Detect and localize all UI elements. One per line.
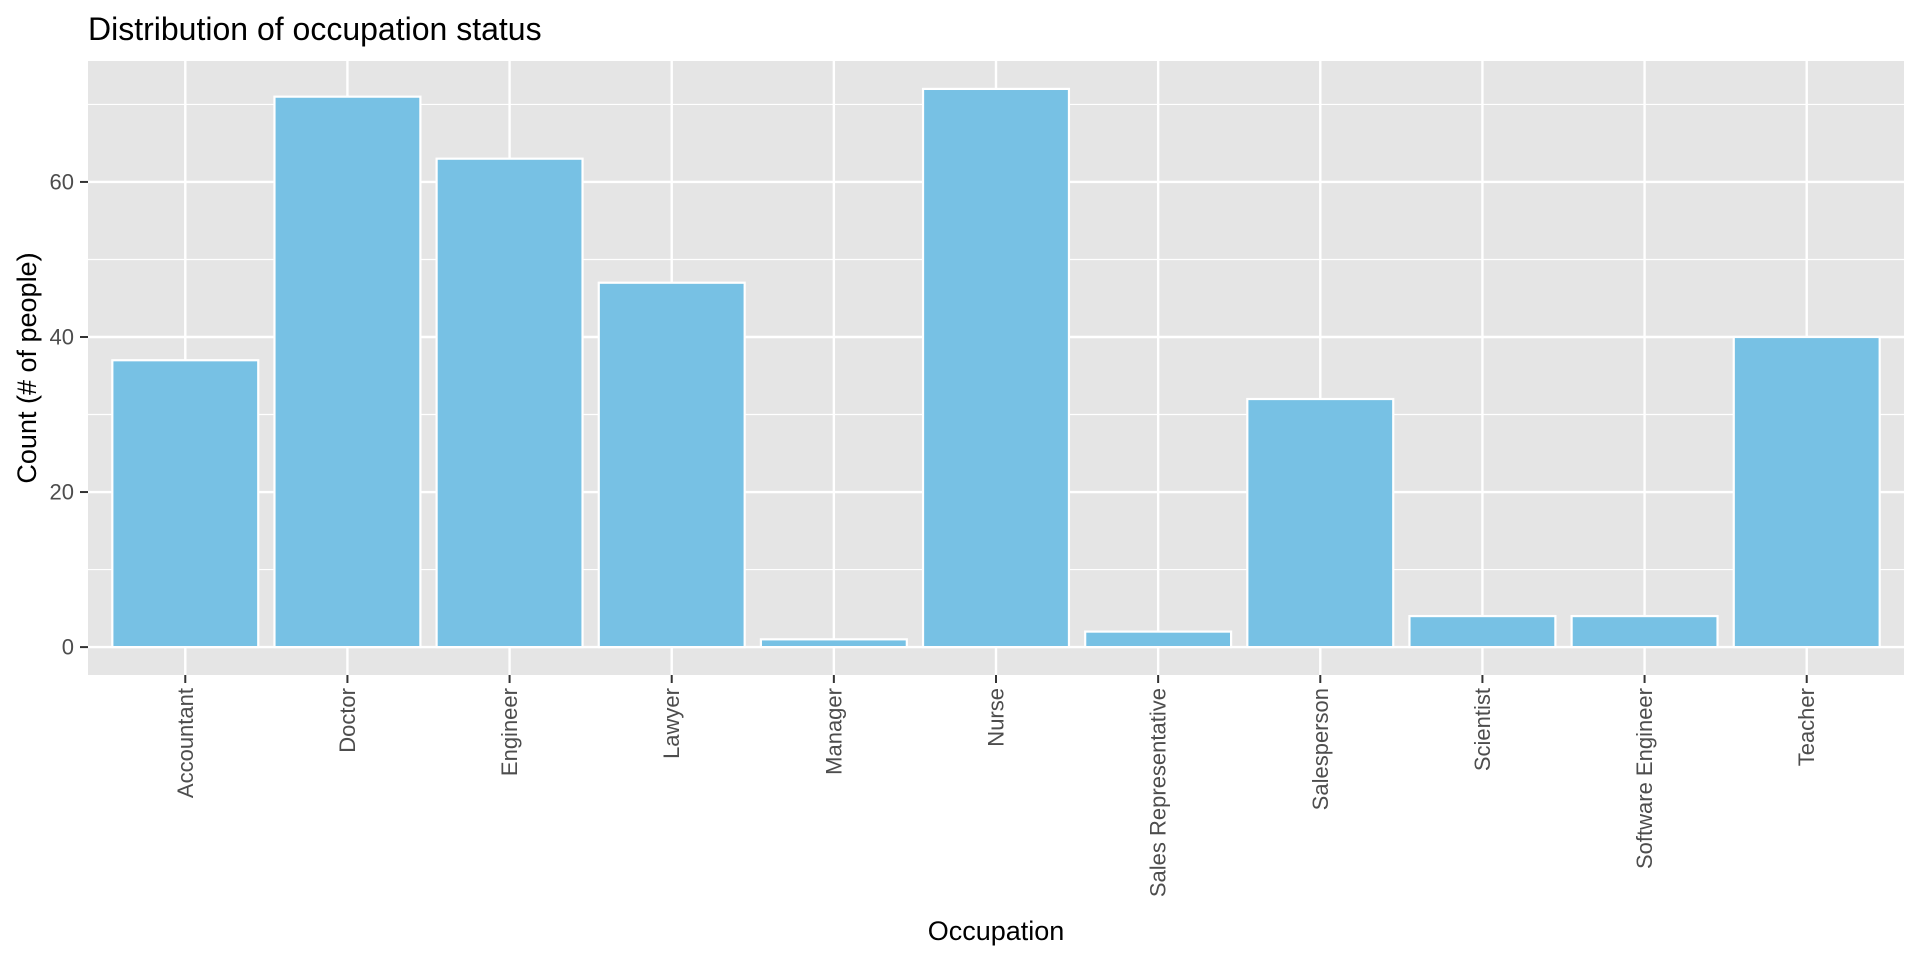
y-tick-label: 0 (62, 635, 74, 660)
x-tick-label: Accountant (173, 688, 198, 798)
y-tick-label: 60 (50, 169, 74, 194)
x-tick-label: Nurse (984, 688, 1009, 747)
y-tick-label: 20 (50, 480, 74, 505)
x-tick-label: Salesperson (1308, 688, 1333, 810)
bar-nurse (921, 87, 1071, 649)
bar-salesperson (1246, 397, 1395, 649)
bar-doctor (273, 95, 422, 649)
x-tick-label: Software Engineer (1632, 688, 1657, 869)
axis-layer: 0 20 40 60 Accountant Doctor Engineer Lawyer Man… (50, 169, 1820, 897)
x-tick-label: Engineer (497, 688, 522, 776)
y-tick-label: 40 (50, 324, 74, 349)
x-tick-label: Manager (821, 688, 846, 775)
bar-teacher (1732, 335, 1881, 649)
x-tick-label: Scientist (1470, 688, 1495, 771)
bar-engineer (435, 157, 584, 649)
x-tick-label: Lawyer (659, 688, 684, 759)
bar-accountant (111, 359, 260, 649)
x-axis-title: Occupation (928, 916, 1065, 946)
bar-scientist (1408, 614, 1557, 649)
chart-title: Distribution of occupation status (88, 11, 542, 47)
bars-layer (111, 87, 1881, 649)
bar-manager (759, 638, 908, 649)
bar-sales-representative (1084, 630, 1233, 649)
bar-software-engineer (1570, 614, 1719, 649)
y-axis-title: Count (# of people) (12, 252, 42, 483)
x-tick-label: Sales Representative (1146, 688, 1171, 897)
bar-lawyer (597, 281, 746, 649)
x-tick-label: Doctor (335, 688, 360, 753)
x-tick-label: Teacher (1794, 688, 1819, 766)
